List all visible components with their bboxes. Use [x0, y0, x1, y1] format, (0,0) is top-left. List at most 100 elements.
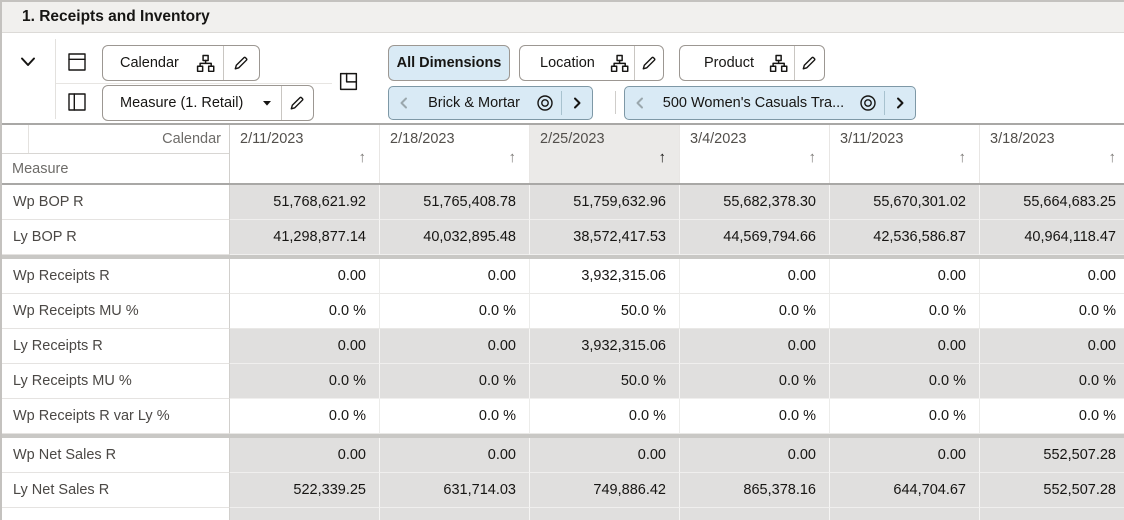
- measure-row-label[interactable]: Ly Receipts R: [2, 329, 230, 364]
- value-cell[interactable]: 3,932,315.06: [530, 259, 680, 294]
- value-cell[interactable]: 40,964,118.47: [980, 220, 1124, 255]
- column-header[interactable]: 3/11/2023 ↑: [830, 125, 980, 183]
- measure-row-label[interactable]: Wp Receipts R var Ly %: [2, 399, 230, 434]
- value-cell[interactable]: 55,670,301.02: [830, 185, 980, 220]
- value-cell[interactable]: 0.0 %: [230, 294, 380, 329]
- row-dimension-label[interactable]: Measure: [12, 160, 69, 177]
- value-cell[interactable]: 0.00: [980, 259, 1124, 294]
- product-dimension-button[interactable]: Product: [679, 45, 825, 81]
- product-edit-button[interactable]: [794, 46, 824, 80]
- value-cell[interactable]: [230, 508, 380, 520]
- value-cell[interactable]: [980, 508, 1124, 520]
- sort-ascending-icon[interactable]: ↑: [958, 149, 967, 166]
- value-cell[interactable]: 552,507.28: [980, 473, 1124, 508]
- value-cell[interactable]: 0.0 %: [380, 294, 530, 329]
- calendar-axis-button[interactable]: Calendar: [102, 45, 260, 81]
- value-cell[interactable]: 0.00: [680, 438, 830, 473]
- value-cell[interactable]: 0.0 %: [680, 364, 830, 399]
- measure-row-label[interactable]: Wp BOP R: [2, 185, 230, 220]
- measure-axis-dropdown[interactable]: Measure (1. Retail): [102, 85, 314, 121]
- value-cell[interactable]: 51,759,632.96: [530, 185, 680, 220]
- value-cell[interactable]: 44,569,794.66: [680, 220, 830, 255]
- value-cell[interactable]: 55,664,683.25: [980, 185, 1124, 220]
- calendar-edit-button[interactable]: [224, 46, 258, 80]
- value-cell[interactable]: [680, 508, 830, 520]
- column-header[interactable]: 3/18/2023 ↑: [980, 125, 1124, 183]
- column-header[interactable]: 2/18/2023 ↑: [380, 125, 530, 183]
- sort-ascending-icon[interactable]: ↑: [1108, 149, 1117, 166]
- location-next-button[interactable]: [562, 87, 592, 119]
- value-cell[interactable]: 865,378.16: [680, 473, 830, 508]
- value-cell[interactable]: 552,507.28: [980, 438, 1124, 473]
- location-tile-label[interactable]: Brick & Mortar: [428, 95, 520, 111]
- measure-dropdown-caret[interactable]: [253, 86, 281, 120]
- value-cell[interactable]: 0.00: [530, 438, 680, 473]
- value-cell[interactable]: 55,682,378.30: [680, 185, 830, 220]
- value-cell[interactable]: 0.0 %: [680, 399, 830, 434]
- value-cell[interactable]: 3,932,315.06: [530, 329, 680, 364]
- value-cell[interactable]: 0.00: [830, 438, 980, 473]
- value-cell[interactable]: 41,298,877.14: [230, 220, 380, 255]
- value-cell[interactable]: 51,765,408.78: [380, 185, 530, 220]
- product-hierarchy-button[interactable]: [764, 46, 794, 80]
- value-cell[interactable]: 50.0 %: [530, 294, 680, 329]
- value-cell[interactable]: 0.0 %: [830, 294, 980, 329]
- all-dimensions-button[interactable]: All Dimensions: [388, 45, 510, 81]
- location-dimension-button[interactable]: Location: [519, 45, 664, 81]
- value-cell[interactable]: 0.00: [230, 259, 380, 294]
- value-cell[interactable]: 749,886.42: [530, 473, 680, 508]
- value-cell[interactable]: 522,339.25: [230, 473, 380, 508]
- value-cell[interactable]: [830, 508, 980, 520]
- column-header[interactable]: 2/11/2023 ↑: [230, 125, 380, 183]
- sort-ascending-icon[interactable]: ↑: [658, 149, 667, 166]
- location-edit-button[interactable]: [634, 46, 663, 80]
- column-dimension-label[interactable]: Calendar: [162, 131, 221, 147]
- sort-ascending-icon[interactable]: ↑: [358, 149, 367, 166]
- sort-ascending-icon[interactable]: ↑: [508, 149, 517, 166]
- value-cell[interactable]: 0.0 %: [980, 399, 1124, 434]
- measure-row-label[interactable]: [2, 508, 230, 520]
- value-cell[interactable]: 644,704.67: [830, 473, 980, 508]
- measure-row-label[interactable]: Ly BOP R: [2, 220, 230, 255]
- value-cell[interactable]: 50.0 %: [530, 364, 680, 399]
- measure-row-label[interactable]: Ly Net Sales R: [2, 473, 230, 508]
- value-cell[interactable]: 0.00: [830, 329, 980, 364]
- value-cell[interactable]: 42,536,586.87: [830, 220, 980, 255]
- value-cell[interactable]: 0.00: [380, 259, 530, 294]
- value-cell[interactable]: 0.0 %: [680, 294, 830, 329]
- location-prev-button[interactable]: [389, 87, 419, 119]
- value-cell[interactable]: 0.00: [380, 329, 530, 364]
- measure-row-label[interactable]: Wp Net Sales R: [2, 438, 230, 473]
- column-header[interactable]: 3/4/2023 ↑: [680, 125, 830, 183]
- measure-row-label[interactable]: Ly Receipts MU %: [2, 364, 230, 399]
- value-cell[interactable]: 0.00: [230, 329, 380, 364]
- sort-ascending-icon[interactable]: ↑: [808, 149, 817, 166]
- location-hierarchy-button[interactable]: [605, 46, 634, 80]
- value-cell[interactable]: 0.0 %: [230, 364, 380, 399]
- value-cell[interactable]: 0.0 %: [830, 364, 980, 399]
- value-cell[interactable]: 631,714.03: [380, 473, 530, 508]
- value-cell[interactable]: 0.00: [230, 438, 380, 473]
- product-next-button[interactable]: [885, 87, 915, 119]
- value-cell[interactable]: 38,572,417.53: [530, 220, 680, 255]
- value-cell[interactable]: 0.0 %: [230, 399, 380, 434]
- value-cell[interactable]: 0.00: [830, 259, 980, 294]
- value-cell[interactable]: 0.0 %: [980, 294, 1124, 329]
- value-cell[interactable]: 40,032,895.48: [380, 220, 530, 255]
- product-prev-button[interactable]: [625, 87, 655, 119]
- measure-row-label[interactable]: Wp Receipts R: [2, 259, 230, 294]
- location-target-button[interactable]: [529, 87, 561, 119]
- product-target-button[interactable]: [852, 87, 884, 119]
- value-cell[interactable]: [530, 508, 680, 520]
- collapse-toolbar-button[interactable]: [16, 53, 40, 71]
- value-cell[interactable]: 0.00: [380, 438, 530, 473]
- value-cell[interactable]: 0.0 %: [530, 399, 680, 434]
- value-cell[interactable]: 0.0 %: [830, 399, 980, 434]
- column-header[interactable]: 2/25/2023 ↑: [530, 125, 680, 183]
- measure-edit-button[interactable]: [282, 86, 313, 120]
- value-cell[interactable]: 0.0 %: [380, 364, 530, 399]
- value-cell[interactable]: 0.00: [680, 259, 830, 294]
- measure-row-label[interactable]: Wp Receipts MU %: [2, 294, 230, 329]
- value-cell[interactable]: 0.00: [680, 329, 830, 364]
- value-cell[interactable]: [380, 508, 530, 520]
